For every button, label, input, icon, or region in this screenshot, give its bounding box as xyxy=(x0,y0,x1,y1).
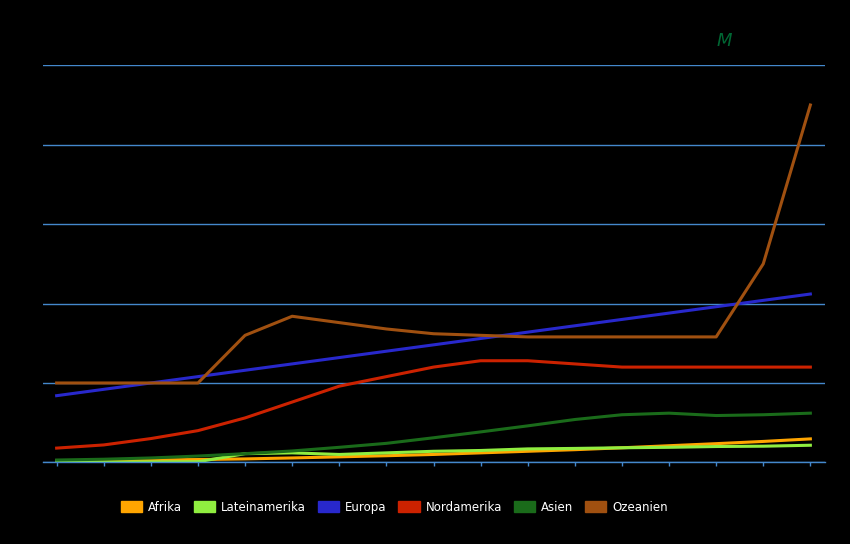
Text: FiBL: FiBL xyxy=(756,33,796,51)
Text: M: M xyxy=(717,32,733,50)
Legend: Afrika, Lateinamerika, Europa, Nordamerika, Asien, Ozeanien: Afrika, Lateinamerika, Europa, Nordameri… xyxy=(116,496,672,518)
